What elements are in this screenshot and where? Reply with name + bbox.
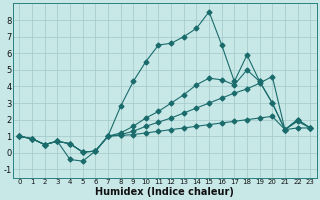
X-axis label: Humidex (Indice chaleur): Humidex (Indice chaleur) — [95, 187, 234, 197]
